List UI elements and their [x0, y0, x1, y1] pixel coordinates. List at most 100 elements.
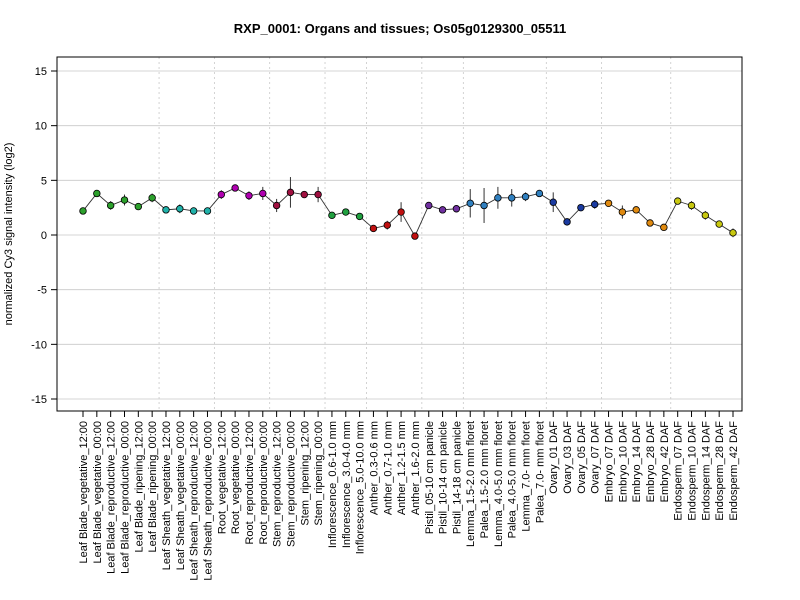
- data-point: [632, 206, 640, 214]
- y-tick-label: 10: [35, 121, 47, 133]
- data-point: [660, 223, 668, 232]
- data-point: [176, 205, 184, 213]
- data-point: [397, 208, 405, 216]
- data-point: [355, 212, 364, 221]
- x-tick-label: Embryo_07 DAF: [604, 421, 616, 503]
- chart-title: RXP_0001: Organs and tissues; Os05g01293…: [234, 21, 566, 36]
- x-tick-label: Anther_1.6-2.0 mm: [410, 421, 422, 515]
- x-tick-label: Leaf Sheath_reproductive_00:00: [202, 421, 214, 581]
- data-point: [328, 211, 336, 220]
- x-tick-label: Anther_0.3-0.6 mm: [368, 421, 380, 515]
- x-tick-label: Inflorescence_3.0-4.0 mm: [341, 421, 353, 548]
- data-point: [300, 190, 308, 199]
- x-tick-label: Anther_0.7-1.0 mm: [382, 421, 394, 515]
- data-point: [563, 218, 571, 226]
- data-point: [286, 188, 295, 197]
- x-tick-label: Root_reproductive_12:00: [244, 421, 256, 545]
- data-point: [452, 205, 461, 213]
- data-point: [134, 202, 143, 211]
- data-point: [687, 201, 696, 210]
- group-separators: [158, 57, 672, 411]
- x-tick-label: Endosperm_28 DAF: [714, 421, 726, 521]
- data-point: [701, 211, 710, 220]
- data-point: [272, 201, 281, 210]
- x-tick-label: Embryo_28 DAF: [645, 421, 657, 503]
- data-point: [411, 232, 419, 240]
- y-tick-label: 0: [41, 230, 47, 242]
- x-tick-label: Leaf Blade_vegetative_00:00: [92, 421, 104, 564]
- data-point: [369, 224, 378, 233]
- data-point: [673, 197, 682, 205]
- x-tick-label: Lemma_7.0- mm floret: [521, 421, 533, 532]
- data-point: [466, 199, 474, 207]
- x-tick-label: Leaf Blade_reproductive_12:00: [106, 421, 118, 574]
- y-tick-label: 5: [41, 175, 47, 187]
- x-tick-label: Ovary_05 DAF: [576, 421, 588, 494]
- y-tick-label: -10: [31, 339, 47, 351]
- data-point: [383, 221, 391, 229]
- x-tick-label: Lemma_4.0-5.0 mm floret: [493, 421, 505, 547]
- data-point: [93, 189, 101, 198]
- grid-layer: [57, 70, 742, 400]
- x-tick-label: Root_vegetative_12:00: [216, 421, 228, 534]
- data-points: [79, 184, 737, 240]
- data-point: [480, 201, 488, 210]
- data-point: [729, 229, 737, 237]
- x-tick-label: Pistil_10-14 cm panicle: [438, 421, 450, 534]
- y-axis-label: normalized Cy3 signal intensity (log2): [3, 143, 15, 326]
- data-point: [604, 199, 613, 207]
- x-tick-label: Ovary_03 DAF: [562, 421, 574, 494]
- y-ticks: -15 -10 -5 0 5 10 15: [31, 66, 57, 406]
- x-tick-label: Stem_ripening_00:00: [313, 421, 325, 526]
- data-point: [259, 189, 267, 198]
- x-tick-label: Leaf Sheath_reproductive_12:00: [189, 421, 201, 581]
- x-tick-label: Palea_1.5-2.0 mm floret: [479, 421, 491, 538]
- x-tick-label: Palea_7.0- mm floret: [534, 421, 546, 523]
- y-tick-label: -15: [31, 394, 47, 406]
- data-point: [245, 191, 253, 200]
- x-tick-label: Stem_ripening_12:00: [299, 421, 311, 526]
- data-point: [549, 198, 557, 206]
- data-point: [162, 206, 170, 214]
- y-tick-label: -5: [37, 285, 47, 297]
- x-tick-label: Leaf Blade_ripening_00:00: [147, 421, 159, 553]
- data-point: [217, 190, 225, 199]
- x-tick-label: Embryo_14 DAF: [631, 421, 643, 503]
- x-tick-label: Leaf Blade_ripening_12:00: [133, 421, 145, 553]
- y-tick-label: 15: [35, 66, 47, 78]
- data-point: [106, 201, 115, 210]
- data-point: [715, 220, 723, 228]
- data-point: [535, 189, 544, 198]
- x-tick-label: Embryo_42 DAF: [659, 421, 671, 503]
- data-point: [577, 203, 585, 212]
- data-point: [425, 201, 433, 210]
- x-tick-label: Lemma_1.5-2.0 mm floret: [465, 421, 477, 547]
- x-tick-label: Inflorescence_5.0-10.0 mm: [355, 421, 367, 554]
- data-point: [79, 207, 87, 215]
- x-ticks: Leaf Blade_vegetative_12:00 Leaf Blade_ve…: [78, 411, 740, 581]
- x-tick-label: Endosperm_07 DAF: [673, 421, 685, 521]
- data-point: [231, 184, 239, 192]
- data-point: [120, 196, 129, 204]
- x-tick-label: Stem_reproductive_00:00: [285, 421, 297, 547]
- x-tick-label: Stem_reproductive_12:00: [272, 421, 284, 547]
- x-tick-label: Embryo_10 DAF: [617, 421, 629, 503]
- x-tick-label: Endosperm_42 DAF: [728, 421, 740, 521]
- data-point: [314, 190, 322, 199]
- x-tick-label: Endosperm_14 DAF: [700, 421, 712, 521]
- x-tick-label: Pistil_14-18 cm panicle: [451, 421, 463, 534]
- x-tick-label: Leaf Blade_vegetative_12:00: [78, 421, 90, 564]
- data-point: [646, 219, 654, 227]
- data-point: [508, 194, 516, 202]
- x-tick-label: Palea_4.0-5.0 mm floret: [507, 421, 519, 538]
- x-tick-label: Pistil_05-10 cm panicle: [424, 421, 436, 534]
- x-tick-label: Ovary_07 DAF: [590, 421, 602, 494]
- data-point: [618, 208, 627, 216]
- data-point: [494, 194, 502, 202]
- x-tick-label: Leaf Sheath_vegetative_00:00: [175, 421, 187, 570]
- x-tick-label: Leaf Blade_reproductive_00:00: [119, 421, 131, 574]
- data-point: [203, 207, 212, 215]
- data-point: [342, 208, 350, 216]
